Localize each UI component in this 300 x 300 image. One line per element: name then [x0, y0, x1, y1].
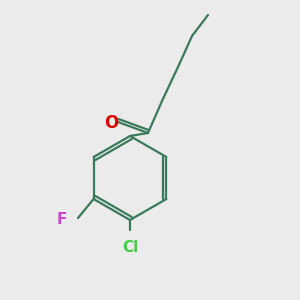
Text: F: F: [57, 212, 67, 227]
Text: Cl: Cl: [122, 241, 138, 256]
Text: O: O: [104, 114, 118, 132]
